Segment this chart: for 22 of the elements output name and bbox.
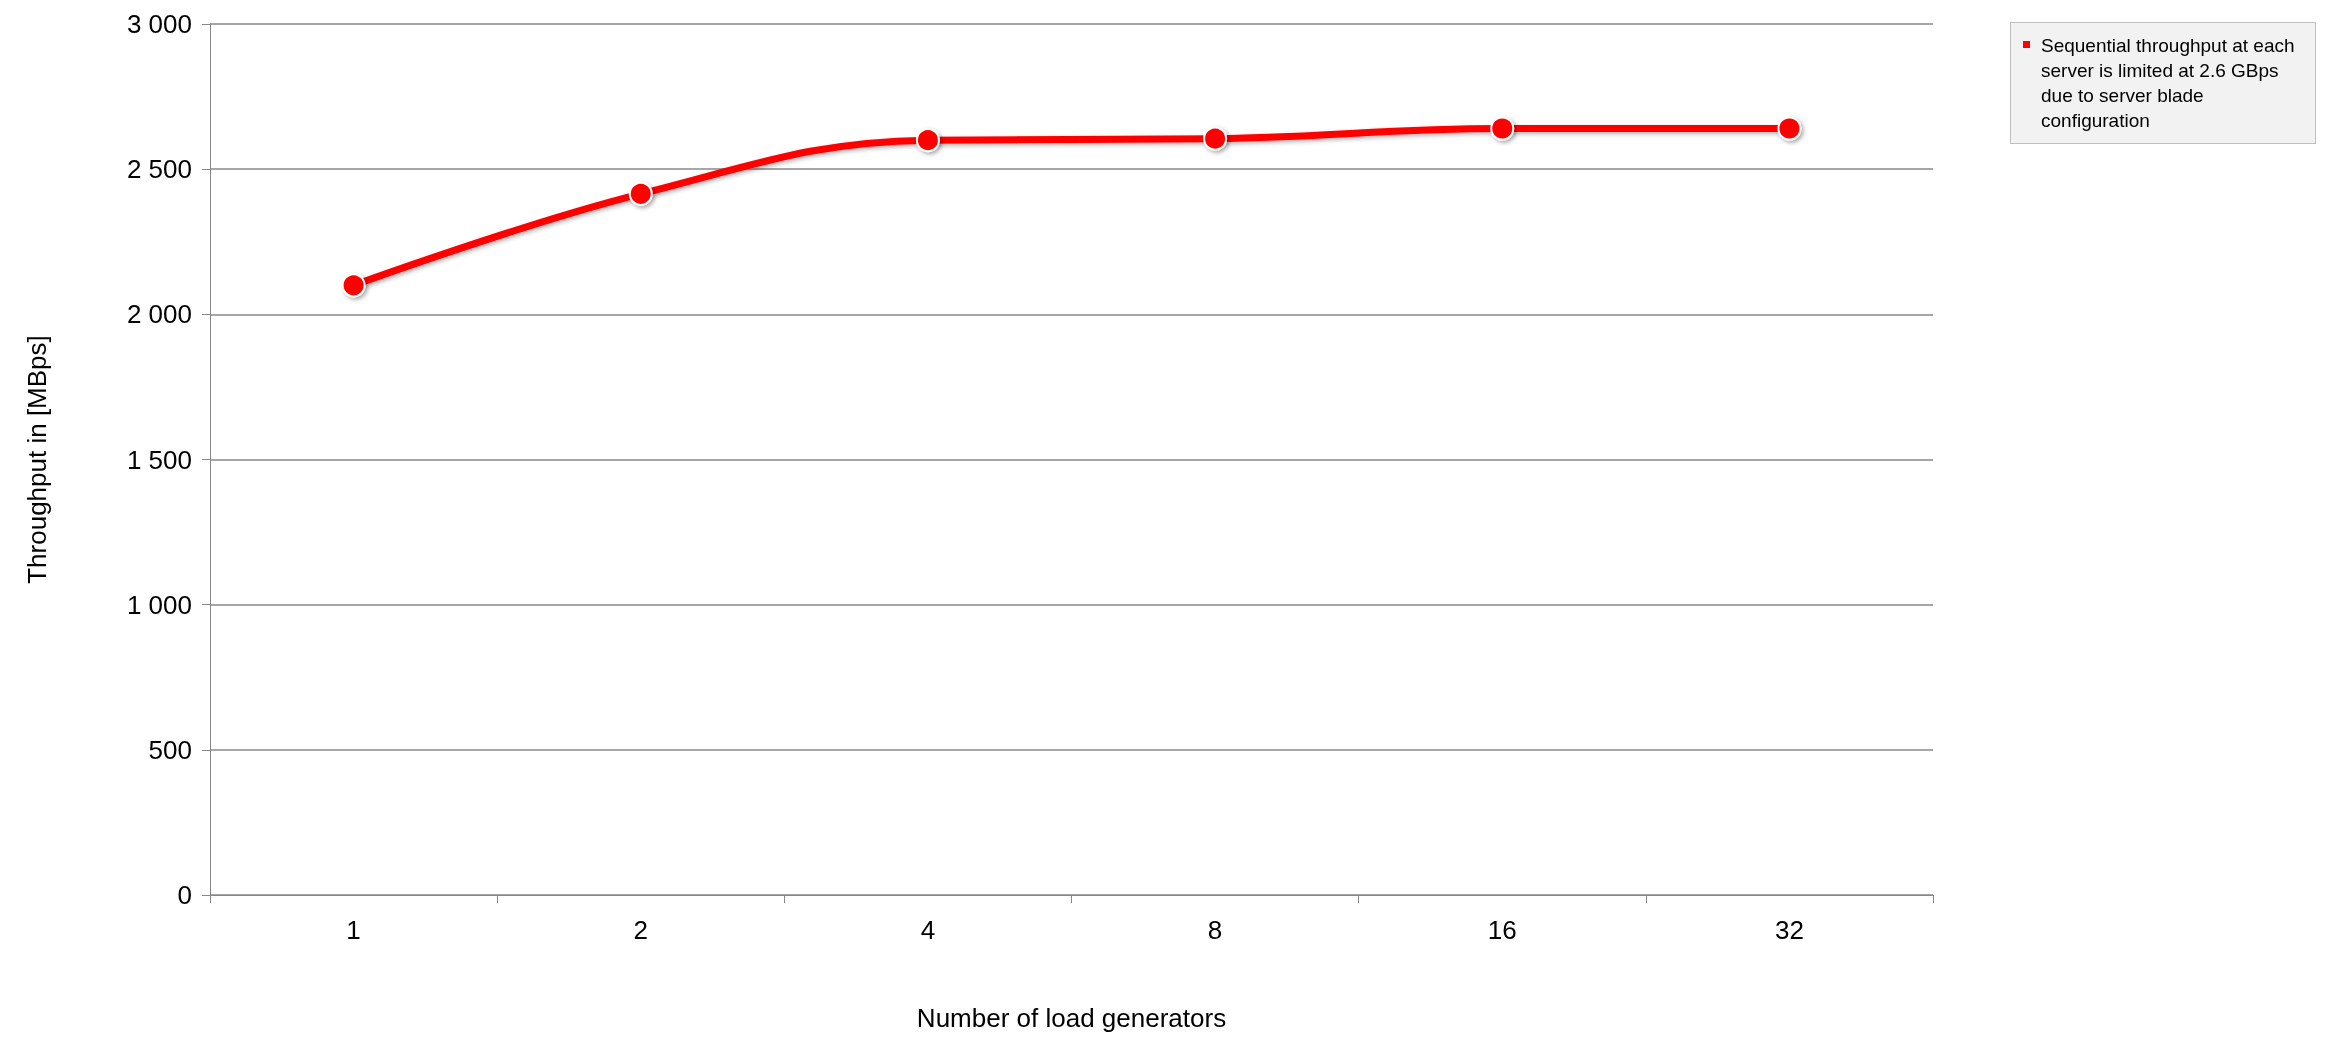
- y-tick-label: 2 000: [126, 299, 192, 330]
- point: [628, 181, 653, 206]
- point: [915, 128, 940, 153]
- y-tick-label: 1 500: [126, 444, 192, 475]
- point: [341, 273, 366, 298]
- y-tick-label: 3 000: [126, 9, 192, 39]
- x-axis-title: Number of load generators: [916, 1003, 1227, 1033]
- point: [1203, 126, 1228, 151]
- text: Sequential throughput at each server is limited at 2.6 GBps due to server blade configuration: [2041, 35, 2295, 131]
- x-tick-label: 2: [633, 915, 648, 945]
- y-tick-label: 0: [177, 880, 192, 910]
- x-tick-label: 16: [1487, 915, 1517, 945]
- point: [1777, 116, 1802, 141]
- x-tick-label: 1: [346, 915, 361, 945]
- y-tick-label: 1 000: [126, 589, 192, 620]
- y-tick-label: 500: [148, 734, 192, 765]
- y-tick-label: 2 500: [126, 154, 192, 185]
- point: [1490, 116, 1515, 141]
- x-tick-label: 32: [1774, 915, 1804, 945]
- x-tick-label: 8: [1207, 915, 1223, 945]
- y-axis-title: Throughput in [MBps]: [22, 335, 52, 584]
- x-tick-label: 4: [920, 915, 936, 945]
